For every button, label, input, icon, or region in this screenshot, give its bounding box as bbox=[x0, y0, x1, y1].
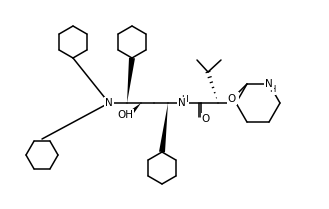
Text: N: N bbox=[265, 79, 273, 89]
Text: H: H bbox=[182, 94, 189, 103]
Text: O: O bbox=[202, 114, 210, 124]
Text: N: N bbox=[178, 98, 186, 108]
Text: OH: OH bbox=[117, 110, 133, 120]
Polygon shape bbox=[127, 58, 135, 103]
Text: H: H bbox=[269, 85, 275, 94]
Polygon shape bbox=[129, 103, 141, 115]
Polygon shape bbox=[159, 103, 168, 152]
Text: N: N bbox=[230, 93, 238, 103]
Text: N: N bbox=[105, 98, 113, 108]
Text: O: O bbox=[228, 94, 236, 104]
